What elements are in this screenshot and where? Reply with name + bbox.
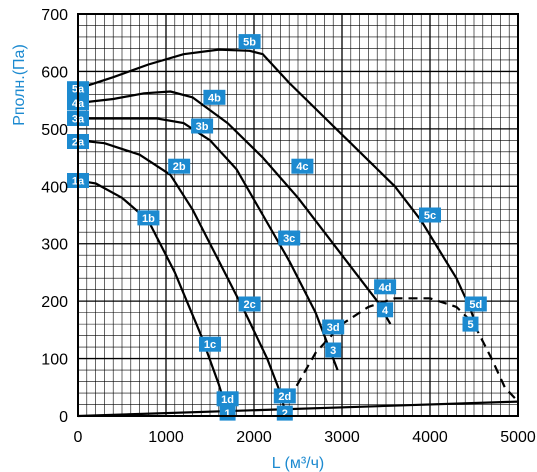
point-label-3d: 3d [322, 319, 345, 335]
point-label-1b: 1b [137, 210, 160, 226]
y-tick-label: 0 [59, 409, 68, 426]
point-label-5d: 5d [464, 296, 487, 312]
point-label-text: 3c [283, 233, 295, 245]
point-label-text: 4d [379, 282, 392, 294]
point-label-box [419, 207, 441, 223]
point-label-text: 1b [142, 213, 155, 225]
point-label-3: 3 [325, 342, 342, 358]
point-label-text: 2b [173, 161, 186, 173]
series-line-5 [77, 48, 477, 325]
point-label-text: 2d [278, 391, 291, 403]
y-tick-label: 600 [41, 64, 68, 81]
y-tick-label: 700 [41, 7, 68, 24]
point-label-box [273, 388, 296, 404]
point-label-box [374, 279, 397, 295]
point-label-box [238, 34, 261, 50]
point-label-2d: 2d [273, 388, 296, 404]
point-label-box [464, 296, 487, 312]
point-label-box [377, 302, 394, 318]
point-label-text: 5b [243, 37, 256, 49]
point-label-box [238, 296, 261, 312]
point-label-box [191, 118, 214, 134]
point-label-box [137, 210, 160, 226]
point-label-box [203, 89, 226, 105]
x-tick-label: 0 [74, 429, 83, 446]
point-label-text: 4 [382, 305, 389, 317]
x-tick-label: 5000 [500, 429, 536, 446]
x-tick-label: 1000 [148, 429, 184, 446]
point-label-2: 2 [276, 405, 293, 421]
y-axis-title: Pполн.(Па) [11, 44, 28, 126]
point-label-4b: 4b [203, 89, 226, 105]
point-label-text: 3d [327, 322, 340, 334]
point-label-text: 1d [221, 394, 234, 406]
point-label-1d: 1d [216, 391, 239, 407]
point-label-5: 5 [462, 316, 479, 332]
point-label-3c: 3c [278, 230, 301, 246]
x-tick-label: 3000 [324, 429, 360, 446]
point-label-4d: 4d [374, 279, 397, 295]
point-label-box [462, 316, 479, 332]
series-line-1 [77, 179, 229, 414]
point-label-text: 4c [296, 161, 308, 173]
point-label-5c: 5c [419, 207, 441, 223]
point-label-text: 3b [196, 121, 209, 133]
point-label-box [325, 342, 342, 358]
point-label-text: 3 [330, 345, 336, 357]
x-tick-label: 4000 [412, 429, 448, 446]
point-label-text: 1c [204, 339, 216, 351]
x-tick-label: 2000 [236, 429, 272, 446]
y-tick-label: 300 [41, 237, 68, 254]
point-label-2b: 2b [168, 158, 191, 174]
point-label-box [216, 391, 239, 407]
y-tick-label: 200 [41, 294, 68, 311]
point-label-box [291, 158, 314, 174]
point-label-box [322, 319, 345, 335]
y-tick-label: 500 [41, 122, 68, 139]
point-label-text: 2c [243, 299, 255, 311]
y-tick-label: 100 [41, 352, 68, 369]
plot-frame [77, 13, 519, 417]
point-label-text: 5d [469, 299, 482, 311]
x-axis-title: L (м³/ч) [272, 455, 325, 472]
point-label-3b: 3b [191, 118, 214, 134]
series-line-4 [77, 90, 392, 325]
point-label-box [168, 158, 191, 174]
point-label-text: 1 [225, 408, 231, 420]
point-label-box [199, 336, 221, 352]
point-label-text: 4b [208, 92, 221, 104]
point-label-5b: 5b [238, 34, 261, 50]
point-label-2c: 2c [238, 296, 261, 312]
curves [77, 48, 519, 418]
y-tick-label: 400 [41, 179, 68, 196]
point-label-box [278, 230, 301, 246]
series-line-system [77, 400, 519, 418]
point-label-text: 5 [467, 319, 473, 331]
point-label-text: 5c [424, 210, 436, 222]
point-label-4: 4 [377, 302, 394, 318]
point-label-1c: 1c [199, 336, 221, 352]
point-label-1: 1 [219, 405, 236, 421]
point-label-text: 2 [282, 408, 288, 420]
tick-labels: 0 1000 2000 3000 4000 5000 0 100 200 300 400 500 600… [41, 7, 536, 446]
point-label-4c: 4c [291, 158, 314, 174]
series-line-3 [78, 117, 339, 371]
series-line-2 [77, 139, 286, 411]
